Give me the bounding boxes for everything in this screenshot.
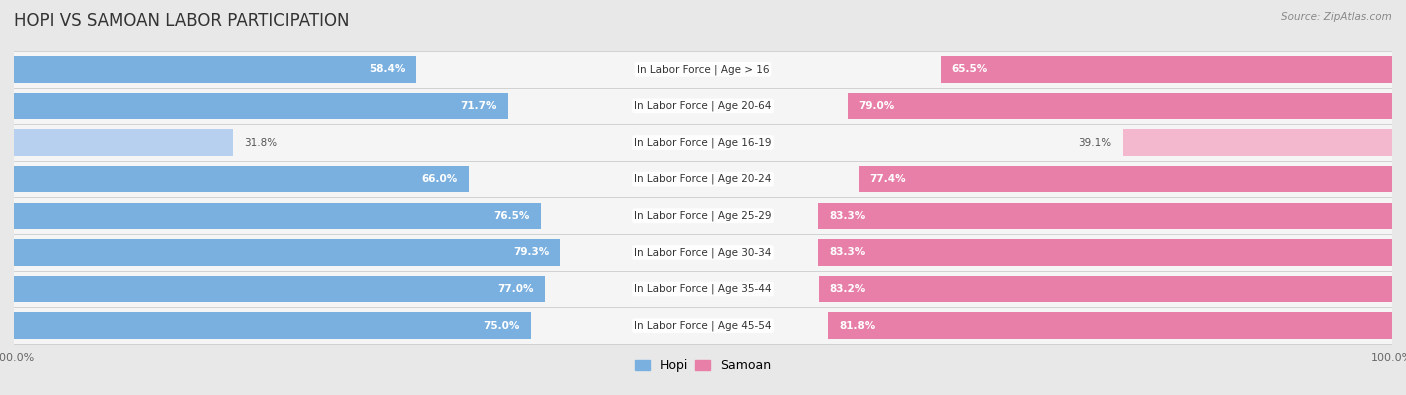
Text: 75.0%: 75.0% [484, 321, 520, 331]
Bar [14, 51, 1392, 88]
Bar [14, 166, 468, 192]
Bar [14, 130, 233, 156]
Text: In Labor Force | Age > 16: In Labor Force | Age > 16 [637, 64, 769, 75]
Bar [14, 271, 1392, 307]
Bar [14, 161, 1392, 198]
Bar [859, 166, 1392, 192]
Bar [14, 239, 561, 265]
Text: 76.5%: 76.5% [494, 211, 530, 221]
Bar [14, 234, 1392, 271]
Text: 83.3%: 83.3% [830, 247, 865, 258]
Text: In Labor Force | Age 16-19: In Labor Force | Age 16-19 [634, 137, 772, 148]
Bar [818, 276, 1392, 302]
Bar [14, 88, 1392, 124]
Text: In Labor Force | Age 35-44: In Labor Force | Age 35-44 [634, 284, 772, 294]
Text: HOPI VS SAMOAN LABOR PARTICIPATION: HOPI VS SAMOAN LABOR PARTICIPATION [14, 12, 350, 30]
Text: 81.8%: 81.8% [839, 321, 876, 331]
Bar [14, 56, 416, 83]
Bar [941, 56, 1392, 83]
Bar [848, 93, 1392, 119]
Text: 79.0%: 79.0% [859, 101, 896, 111]
Text: 77.4%: 77.4% [870, 174, 907, 184]
Bar [14, 276, 544, 302]
Text: In Labor Force | Age 20-64: In Labor Force | Age 20-64 [634, 101, 772, 111]
Text: 65.5%: 65.5% [952, 64, 988, 74]
Bar [14, 198, 1392, 234]
Text: In Labor Force | Age 20-24: In Labor Force | Age 20-24 [634, 174, 772, 184]
Text: 83.2%: 83.2% [830, 284, 866, 294]
Text: 58.4%: 58.4% [368, 64, 405, 74]
Bar [14, 203, 541, 229]
Text: Source: ZipAtlas.com: Source: ZipAtlas.com [1281, 12, 1392, 22]
Text: In Labor Force | Age 25-29: In Labor Force | Age 25-29 [634, 211, 772, 221]
Text: 77.0%: 77.0% [496, 284, 533, 294]
Bar [14, 93, 508, 119]
Text: 66.0%: 66.0% [422, 174, 458, 184]
Bar [14, 307, 1392, 344]
Text: 79.3%: 79.3% [513, 247, 550, 258]
Bar [14, 124, 1392, 161]
Text: 39.1%: 39.1% [1078, 137, 1112, 148]
Text: 71.7%: 71.7% [461, 101, 496, 111]
Bar [818, 203, 1392, 229]
Legend: Hopi, Samoan: Hopi, Samoan [630, 354, 776, 377]
Bar [818, 239, 1392, 265]
Bar [828, 312, 1392, 339]
Text: In Labor Force | Age 45-54: In Labor Force | Age 45-54 [634, 320, 772, 331]
Bar [14, 312, 531, 339]
Text: 83.3%: 83.3% [830, 211, 865, 221]
Bar [1122, 130, 1392, 156]
Text: 31.8%: 31.8% [245, 137, 277, 148]
Text: In Labor Force | Age 30-34: In Labor Force | Age 30-34 [634, 247, 772, 258]
